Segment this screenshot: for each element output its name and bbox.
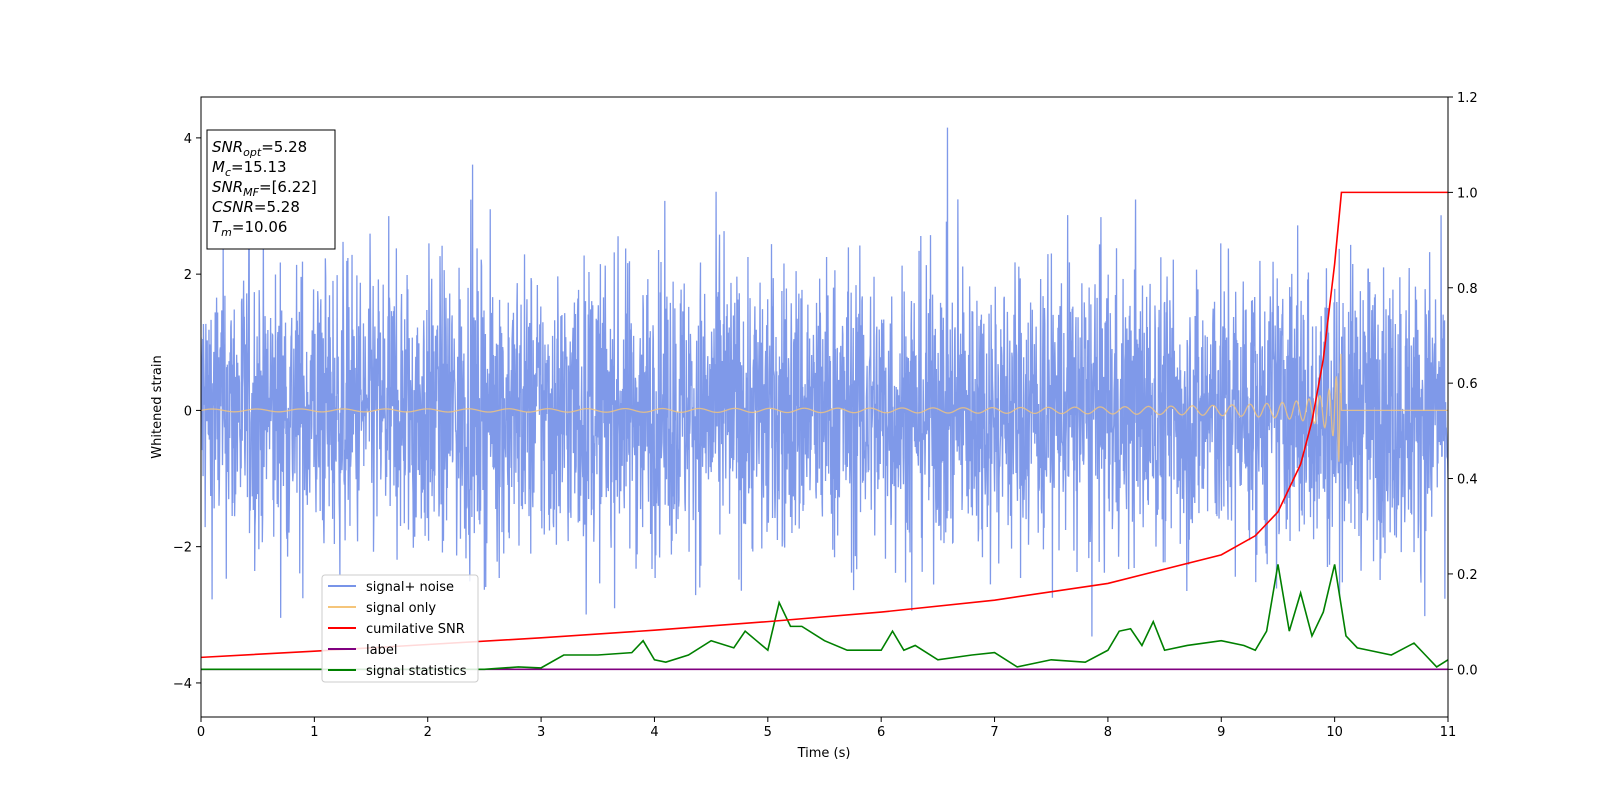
info-box-frame bbox=[206, 129, 336, 250]
legend-label: signal only bbox=[366, 601, 436, 616]
x-tick-label: 1 bbox=[310, 725, 318, 740]
x-tick-label: 11 bbox=[1440, 725, 1457, 740]
series-cumulative-snr bbox=[201, 191, 1448, 659]
legend: signal+ noise signal only cumilative SNR la… bbox=[321, 574, 479, 683]
legend-label: cumilative SNR bbox=[366, 622, 465, 637]
y-right-tick-label: 0.6 bbox=[1457, 377, 1478, 392]
y-left-tick-label: −2 bbox=[173, 541, 192, 556]
series-signal-noise bbox=[201, 127, 1448, 637]
x-tick-label: 6 bbox=[877, 725, 885, 740]
info-line: CSNR=5.28 bbox=[212, 198, 300, 216]
y-right-tick-label: 1.2 bbox=[1457, 91, 1478, 106]
y-axis-label: Whitened strain bbox=[150, 355, 165, 458]
legend-label: signal+ noise bbox=[366, 580, 454, 595]
y-left-tick-label: 2 bbox=[184, 268, 192, 283]
y-right-tick-label: 0.4 bbox=[1457, 473, 1478, 488]
legend-frame bbox=[321, 574, 479, 683]
legend-label: label bbox=[366, 643, 397, 658]
series-signal-only bbox=[201, 353, 1448, 462]
x-tick-label: 2 bbox=[424, 725, 432, 740]
x-tick-label: 10 bbox=[1326, 725, 1343, 740]
axes-layer: 0 1 2 3 4 5 6 7 8 9 10 11 −4 −2 0 2 4 0.0 0.2 0.4 0.6 0.8 1.0 1… bbox=[173, 91, 1478, 740]
x-tick-label: 0 bbox=[197, 725, 205, 740]
x-tick-label: 5 bbox=[764, 725, 772, 740]
series-signal-statistics bbox=[201, 564, 1448, 671]
y-right-tick-label: 0.8 bbox=[1457, 282, 1478, 297]
info-box: SNRopt=5.28Mc=15.13SNRMF=[6.22]CSNR=5.28… bbox=[206, 129, 336, 250]
y-right-tick-label: 0.0 bbox=[1457, 663, 1478, 678]
x-tick-label: 8 bbox=[1104, 725, 1112, 740]
plot-frame bbox=[200, 96, 1449, 718]
x-tick-label: 4 bbox=[650, 725, 658, 740]
y-left-tick-label: 0 bbox=[184, 404, 192, 419]
x-axis-label: Time (s) bbox=[797, 746, 851, 761]
info-line: SNRMF=[6.22] bbox=[212, 178, 317, 199]
y-right-tick-label: 0.2 bbox=[1457, 568, 1478, 583]
x-tick-label: 9 bbox=[1217, 725, 1225, 740]
info-line: Mc=15.13 bbox=[212, 158, 287, 179]
x-tick-label: 7 bbox=[990, 725, 998, 740]
x-tick-label: 3 bbox=[537, 725, 545, 740]
legend-label: signal statistics bbox=[366, 664, 467, 679]
y-left-tick-label: −4 bbox=[173, 677, 192, 692]
info-line: Tm=10.06 bbox=[212, 218, 287, 239]
y-left-tick-label: 4 bbox=[184, 132, 192, 147]
y-right-tick-label: 1.0 bbox=[1457, 186, 1478, 201]
info-line: SNRopt=5.28 bbox=[212, 138, 307, 159]
